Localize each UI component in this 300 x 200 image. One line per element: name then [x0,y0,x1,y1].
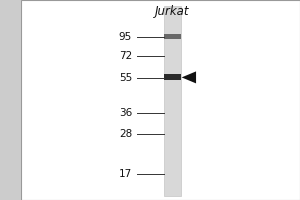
Text: 36: 36 [119,108,132,118]
Bar [164,34,181,39]
Polygon shape [182,71,196,83]
Text: 17: 17 [119,169,132,179]
Text: 55: 55 [119,73,132,83]
Text: 28: 28 [119,129,132,139]
Text: Jurkat: Jurkat [155,5,190,18]
Bar [164,74,181,80]
Bar [164,6,181,196]
Text: 72: 72 [119,51,132,61]
Bar [0,0,21,200]
Text: 95: 95 [119,32,132,42]
